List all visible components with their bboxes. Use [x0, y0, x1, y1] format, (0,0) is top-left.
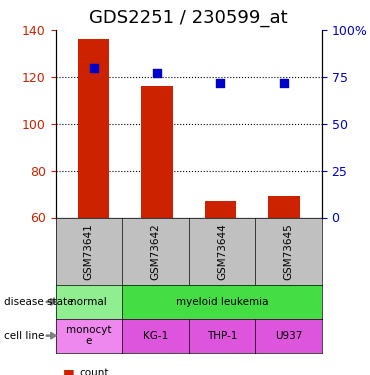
Text: cell line: cell line: [4, 331, 44, 340]
Text: myeloid leukemia: myeloid leukemia: [176, 297, 268, 307]
Text: KG-1: KG-1: [143, 331, 168, 340]
Text: GSM73641: GSM73641: [84, 223, 94, 280]
Text: disease state: disease state: [4, 297, 73, 307]
Point: [154, 70, 160, 76]
Text: U937: U937: [275, 331, 302, 340]
FancyArrow shape: [46, 332, 56, 339]
Title: GDS2251 / 230599_at: GDS2251 / 230599_at: [90, 9, 288, 27]
Point: [218, 80, 223, 86]
FancyArrow shape: [46, 298, 56, 305]
Text: GSM73645: GSM73645: [283, 223, 294, 280]
Text: THP-1: THP-1: [207, 331, 237, 340]
Bar: [205, 201, 236, 217]
Point: [281, 80, 287, 86]
Text: GSM73642: GSM73642: [150, 223, 161, 280]
Text: ■: ■: [63, 367, 75, 375]
Text: normal: normal: [70, 297, 107, 307]
Text: GSM73644: GSM73644: [217, 223, 227, 280]
Text: monocyt
e: monocyt e: [66, 325, 111, 346]
Point: [91, 64, 97, 70]
Text: count: count: [80, 368, 109, 375]
Bar: [141, 86, 173, 218]
Bar: [268, 196, 300, 217]
Bar: [78, 39, 110, 218]
